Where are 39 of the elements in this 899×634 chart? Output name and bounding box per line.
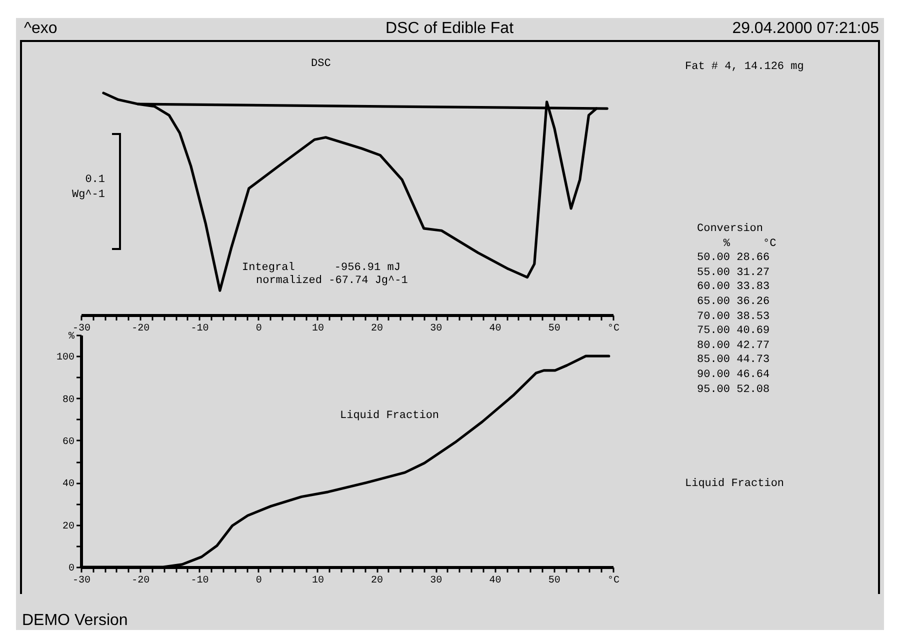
x-tick-label: 20 [371,576,384,586]
y-tick-label: 0 [68,564,74,574]
x-tick-label: °C [607,576,620,586]
x-tick-label: -30 [72,324,91,334]
x-tick-label: -10 [190,324,209,334]
x-tick-label: 30 [430,324,442,334]
annotation: Integral -956.91 mJ [242,261,400,275]
chart-title: DSC of Edible Fat [385,20,514,37]
text: DSC [311,58,332,70]
text: 29.04.2000 07:21:05 [732,20,879,38]
x-tick-label: °C [607,324,620,334]
x-tick-label: 30 [430,576,442,586]
annotation: normalized -67.74 Jg^-1 [256,274,408,289]
y-tick-label: 100 [56,352,74,364]
x-tick-label: 40 [489,576,502,586]
x-tick-label: -20 [132,324,150,334]
text: Liquid Fraction [685,477,784,492]
text: ^exo [24,20,58,38]
y-tick-label: 60 [62,436,74,448]
annotation: 0.1 Wg^-1 [72,173,105,202]
y-tick-label: % [68,332,74,342]
x-tick-label: 20 [371,324,384,334]
y-tick-label: 40 [62,479,74,490]
x-tick-label: 50 [548,324,560,334]
y-tick-label: 80 [62,394,74,406]
x-tick-label: 40 [489,324,502,334]
x-tick-label: 0 [256,324,262,334]
x-tick-label: 0 [256,576,262,586]
x-tick-label: -20 [132,576,150,586]
text: Conversion % °C 50.00 28.66 55.00 31.27 60.00 33.83 65.00 36.26 70.00 38.53 75.00 40.69 80.00 42.77 85.00 44.73 90.00 46.64 95.00 52.08 [697,223,776,396]
x-tick-label: 50 [548,576,560,586]
text: Liquid Fraction [340,410,440,422]
text: DEMO Version [22,612,128,630]
x-tick-label: 10 [312,576,324,586]
x-tick-label: -10 [190,576,209,586]
text: Fat # 4, 14.126 mg [685,60,804,75]
y-tick-label: 20 [62,521,74,532]
x-tick-label: 10 [312,324,324,334]
x-tick-label: -30 [72,576,91,586]
